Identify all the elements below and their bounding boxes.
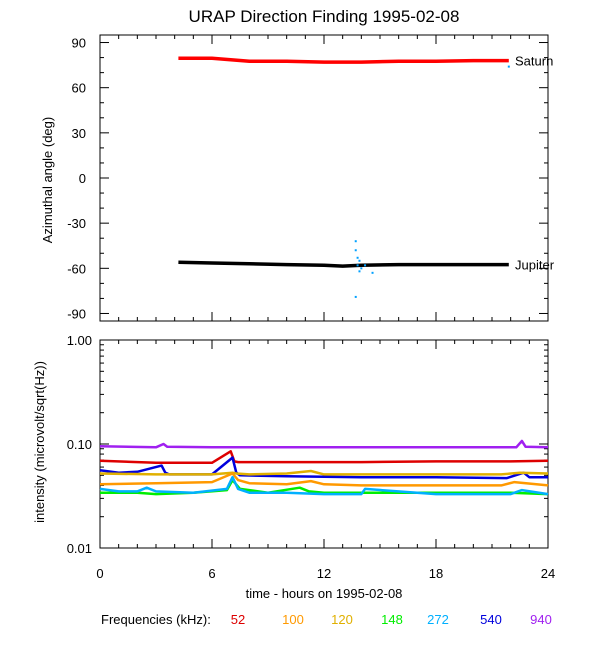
legend-item-100: 100 xyxy=(282,612,304,627)
scatter-point xyxy=(371,271,374,274)
intensity-series-272 xyxy=(99,475,549,496)
jupiter-label: Jupiter xyxy=(515,258,555,273)
intensity-series-120 xyxy=(99,469,549,476)
scatter-point xyxy=(358,259,361,262)
y-tick-label: -30 xyxy=(67,216,86,231)
legend-item-272: 272 xyxy=(427,612,449,627)
scatter-point xyxy=(507,65,510,68)
frequency-legend: Frequencies (kHz): 52 100 120 148 272 540 940 xyxy=(101,612,552,627)
y-tick-label: -60 xyxy=(67,261,86,276)
legend-label: Frequencies (kHz): xyxy=(101,612,211,627)
y-tick-label: 0 xyxy=(79,171,86,186)
legend-item-940: 940 xyxy=(530,612,552,627)
y-tick-label: -90 xyxy=(67,306,86,321)
y-tick-label: 0.10 xyxy=(67,437,92,452)
scatter-point xyxy=(364,264,367,267)
y-tick-label: 1.00 xyxy=(67,333,92,348)
saturn-label: Saturn xyxy=(515,54,553,69)
intensity-series-940 xyxy=(99,439,549,449)
x-axis-label: time - hours on 1995-02-08 xyxy=(246,586,403,601)
legend-item-540: 540 xyxy=(480,612,502,627)
intensity-y-label: intensity (microvolt/sqrt(Hz)) xyxy=(32,361,47,523)
x-tick-label: 18 xyxy=(429,566,443,581)
x-tick-label: 24 xyxy=(541,566,555,581)
azimuth-plot-frame xyxy=(99,34,549,322)
y-tick-label: 0.01 xyxy=(67,541,92,556)
y-tick-label: 60 xyxy=(72,81,86,96)
chart-title: URAP Direction Finding 1995-02-08 xyxy=(189,7,460,26)
x-tick-label: 6 xyxy=(208,566,215,581)
x-tick-label: 12 xyxy=(317,566,331,581)
scatter-point xyxy=(354,295,357,298)
scatter-point xyxy=(354,240,357,243)
scatter-point xyxy=(354,249,357,252)
scatter-point xyxy=(356,256,359,259)
legend-item-120: 120 xyxy=(331,612,353,627)
scatter-point xyxy=(358,270,361,273)
azimuth-panel: 90 60 30 0 -30 -60 -90 Saturn Jupiter xyxy=(67,34,555,322)
jupiter-line xyxy=(178,260,509,268)
intensity-panel: 1.00 0.10 0.01 0 6 12 18 24 xyxy=(67,333,556,581)
x-tick-label: 0 xyxy=(96,566,103,581)
y-tick-label: 90 xyxy=(72,36,86,51)
legend-item-148: 148 xyxy=(381,612,403,627)
scatter-point xyxy=(356,264,359,267)
intensity-series-52 xyxy=(99,450,549,465)
y-tick-label: 30 xyxy=(72,126,86,141)
intensity-plot-frame xyxy=(99,339,549,549)
azimuth-y-label: Azimuthal angle (deg) xyxy=(40,117,55,243)
scatter-point xyxy=(360,267,363,270)
intensity-series-100 xyxy=(99,472,549,487)
legend-item-52: 52 xyxy=(231,612,245,627)
saturn-line xyxy=(178,56,509,64)
